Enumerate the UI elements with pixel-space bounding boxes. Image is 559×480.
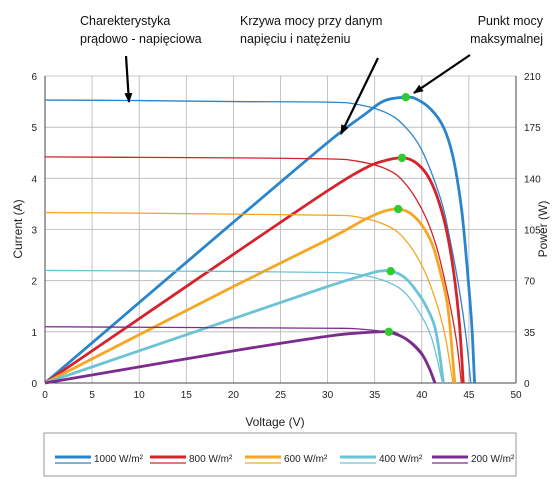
y-left-tick-label: 0: [31, 379, 37, 390]
y-axis-right-label: Power (W): [536, 201, 550, 258]
power-curve-line: [44, 207, 457, 385]
y-right-tick-label: 210: [524, 72, 541, 83]
iv-curve-line: [44, 211, 454, 384]
iv-curve-line: [44, 269, 444, 384]
x-tick-label: 25: [275, 390, 287, 401]
iv-curve-line: [44, 156, 463, 384]
legend: 1000 W/m² 800 W/m² 600 W/m² 400 W/m² 200 W/m…: [43, 432, 517, 477]
power-curve-line: [44, 330, 437, 385]
y-right-tick-label: 175: [524, 123, 541, 134]
x-tick-label: 5: [89, 390, 95, 401]
annotation-iv: Charekterystyka prądowo - napięciowa: [80, 14, 202, 46]
x-tick-label: 15: [181, 390, 193, 401]
y-right-tick-label: 0: [524, 379, 530, 390]
y-axis-left-label: Current (A): [11, 199, 25, 258]
legend-box: [43, 432, 517, 477]
x-tick-label: 20: [228, 390, 240, 401]
annotation-line: maksymalnej: [470, 32, 543, 46]
legend-label: 1000 W/m²: [94, 454, 144, 465]
annotation-mpp: Punkt mocy maksymalnej: [470, 14, 544, 46]
legend-label: 200 W/m²: [471, 454, 515, 465]
mpp-point: [386, 266, 395, 276]
y-right-tick-label: 140: [524, 174, 541, 185]
y-right-tick-label: 70: [524, 277, 536, 288]
y-left-tick-label: 2: [31, 277, 37, 288]
annotation-line: Krzywa mocy przy danym: [240, 14, 382, 28]
x-axis-label: Voltage (V): [245, 415, 304, 429]
legend-label: 800 W/m²: [189, 454, 233, 465]
annotation-power: Krzywa mocy przy danym napięciu i natężen…: [240, 14, 382, 46]
mpp-point: [394, 204, 403, 214]
annotation-line: Charekterystyka: [80, 14, 170, 28]
annotation-line: Punkt mocy: [478, 14, 544, 28]
annotation-arrow: [413, 54, 471, 94]
x-tick-label: 10: [134, 390, 146, 401]
x-tick-label: 35: [369, 390, 381, 401]
annotation-line: napięciu i natężeniu: [240, 32, 351, 46]
grid: [44, 75, 517, 384]
y-left-tick-label: 1: [31, 328, 37, 339]
ticks: 0 5 10 15 20 25 30 35 40 45 5001234560357010514017…: [31, 72, 541, 401]
x-tick-label: 0: [42, 390, 48, 401]
y-left-tick-label: 3: [31, 226, 37, 237]
iv-curve-line: [44, 326, 435, 384]
iv-curve-line: [44, 99, 472, 384]
y-left-tick-label: 4: [31, 174, 37, 185]
curves: [44, 92, 476, 385]
y-right-tick-label: 105: [524, 226, 541, 237]
legend-label: 400 W/m²: [379, 454, 423, 465]
mpp-point: [397, 153, 407, 163]
y-right-tick-label: 35: [524, 328, 536, 339]
x-tick-label: 45: [463, 390, 475, 401]
x-tick-label: 30: [322, 390, 334, 401]
y-left-tick-label: 5: [31, 123, 37, 134]
x-tick-label: 50: [510, 390, 522, 401]
mpp-point: [401, 92, 410, 102]
axis-labels: Voltage (V) Current (A) Power (W): [11, 199, 550, 429]
x-tick-label: 40: [416, 390, 428, 401]
legend-label: 600 W/m²: [284, 454, 328, 465]
annotations: Charekterystyka prądowo - napięciowa Krzyw…: [80, 14, 544, 135]
y-left-tick-label: 6: [31, 72, 37, 83]
annotation-arrow: [340, 57, 379, 135]
annotation-line: prądowo - napięciowa: [80, 32, 202, 46]
power-curve-line: [44, 269, 445, 385]
power-curve-line: [44, 95, 476, 385]
mpp-point: [384, 327, 394, 337]
annotation-arrow: [124, 55, 133, 103]
